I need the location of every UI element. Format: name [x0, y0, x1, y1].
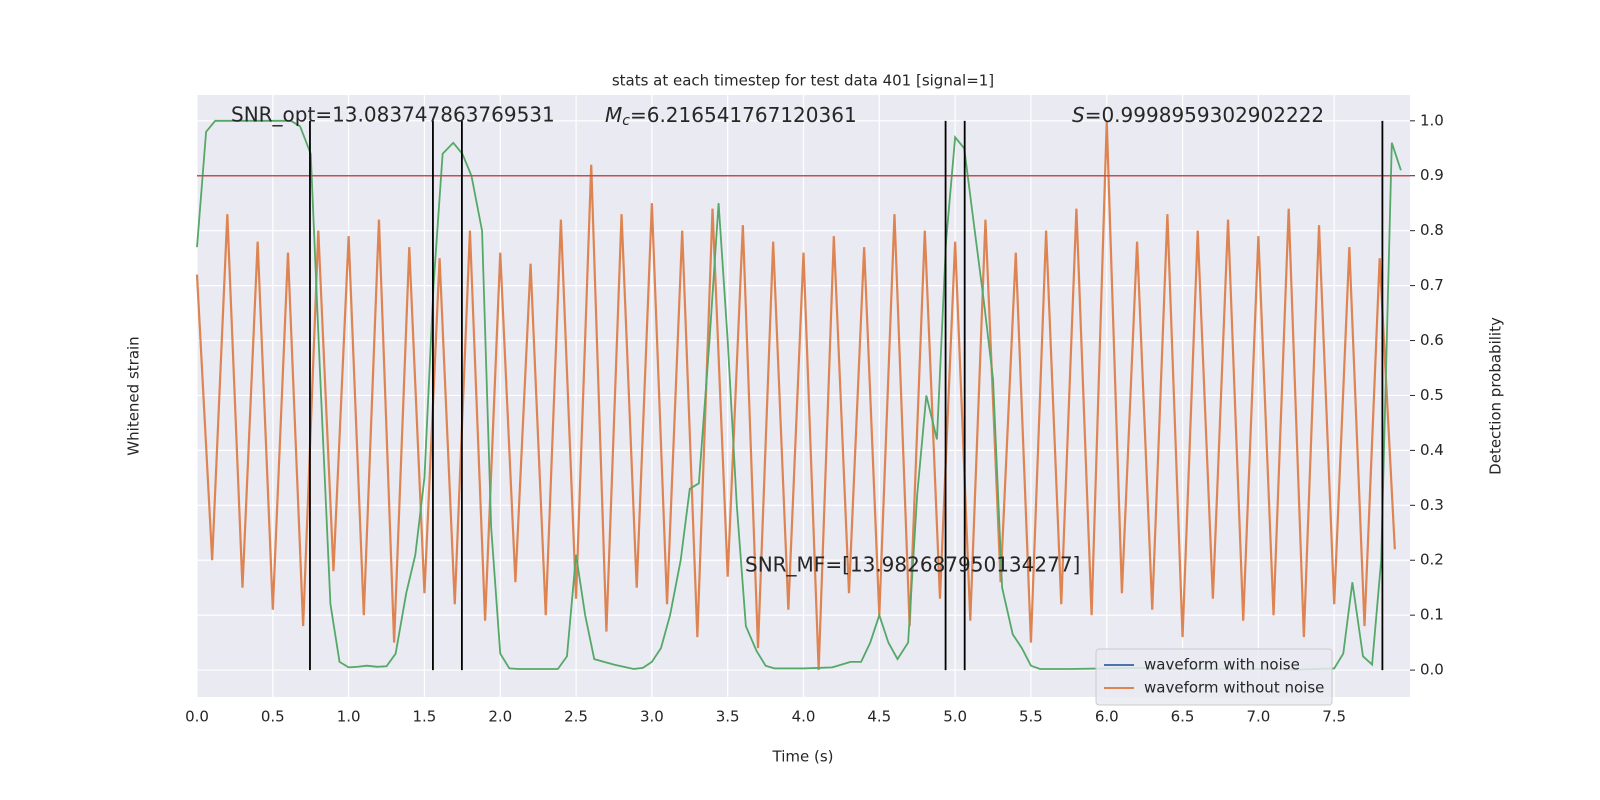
annotation: Mc=6.216541767120361	[605, 103, 857, 130]
y2-tick-label: 0.6	[1420, 331, 1444, 349]
y2-tick-label: 0.4	[1420, 441, 1444, 459]
y2-tick-label: 0.2	[1420, 551, 1444, 569]
marks	[195, 119, 1410, 671]
legend-label: waveform without noise	[1144, 679, 1324, 697]
annotation-symbol: M	[605, 103, 622, 127]
annotation-text: =0.9998959302902222	[1085, 103, 1324, 127]
x-tick-label: 2.5	[564, 708, 588, 726]
y2-axis-label: Detection probability	[1487, 317, 1505, 475]
y2-tick-label: 0.5	[1420, 386, 1444, 404]
x-axis-label: Time (s)	[772, 748, 834, 766]
x-tick-label: 4.5	[867, 708, 891, 726]
x-tick-label: 5.5	[1019, 708, 1043, 726]
annotation: S=0.9998959302902222	[1072, 103, 1324, 127]
y2-tick-label: 1.0	[1420, 111, 1444, 129]
y-axis-label: Whitened strain	[125, 336, 143, 455]
x-tick-label: 6.5	[1171, 708, 1195, 726]
x-tick-label: 4.0	[792, 708, 816, 726]
x-tick-label: 7.0	[1246, 708, 1270, 726]
series-line	[196, 119, 1402, 671]
y2-tick-label: 0.0	[1420, 661, 1444, 679]
x-tick-label: 2.0	[488, 708, 512, 726]
series-line	[195, 120, 1396, 671]
y2-tick-label: 0.9	[1420, 166, 1444, 184]
x-tick-label: 6.0	[1095, 708, 1119, 726]
annotation-subscript: c	[622, 113, 630, 129]
annotation-symbol: S	[1072, 103, 1085, 127]
x-tick-label: 1.0	[337, 708, 361, 726]
annotation-text: =6.216541767120361	[630, 103, 857, 127]
y2-tick-label: 0.8	[1420, 221, 1444, 239]
x-tick-label: 5.0	[943, 708, 967, 726]
legend-label: waveform with noise	[1144, 656, 1300, 674]
y2-tick-label: 0.3	[1420, 496, 1444, 514]
labels: stats at each timestep for test data 401…	[125, 72, 1505, 766]
x-tick-label: 0.5	[261, 708, 285, 726]
legend: waveform with noise waveform without nois…	[1095, 648, 1333, 706]
y2-tick-label: 0.1	[1420, 606, 1444, 624]
x-tick-label: 1.5	[413, 708, 437, 726]
annotation: SNR_opt=13.083747863769531	[231, 103, 555, 127]
annotation: SNR_MF=[13.982687950134277]	[745, 553, 1080, 577]
legend-box	[1095, 648, 1333, 706]
x-tick-label: 0.0	[185, 708, 209, 726]
y2-tick-label: 0.7	[1420, 276, 1444, 294]
x-tick-label: 7.5	[1322, 708, 1346, 726]
x-tick-label: 3.0	[640, 708, 664, 726]
chart-title: stats at each timestep for test data 401…	[612, 72, 994, 90]
x-tick-label: 3.5	[716, 708, 740, 726]
